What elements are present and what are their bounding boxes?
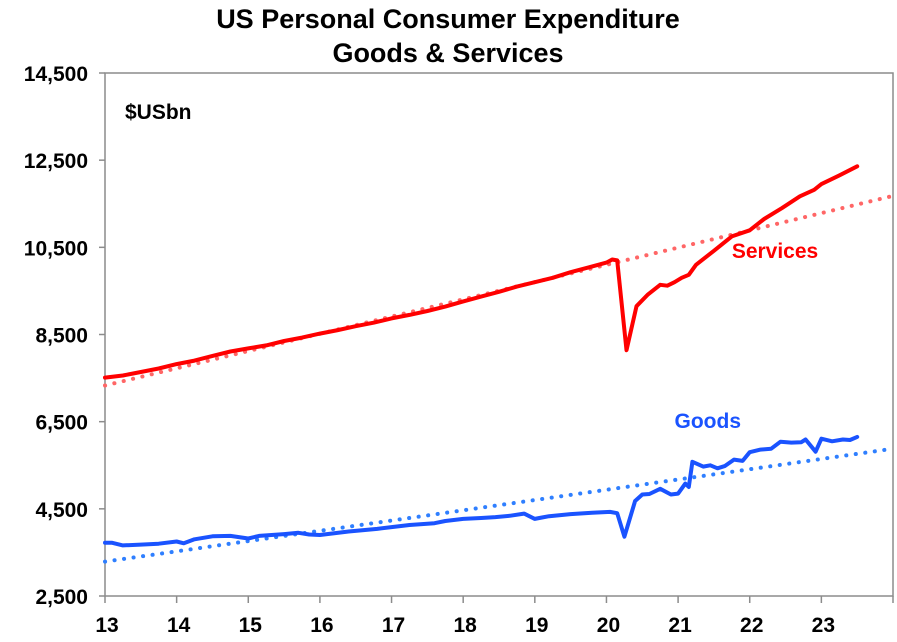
y-tick-label: 8,500 xyxy=(35,325,88,348)
chart-title-line-2: Goods & Services xyxy=(332,38,563,68)
y-tick-label: 6,500 xyxy=(35,412,88,435)
chart-title-line-1: US Personal Consumer Expenditure xyxy=(216,4,680,34)
unit-label: $USbn xyxy=(125,101,192,124)
y-tick-label: 12,500 xyxy=(24,150,88,173)
x-tick-label: 20 xyxy=(597,614,620,637)
y-tick-label: 2,500 xyxy=(35,586,88,609)
chart-title: US Personal Consumer Expenditure Goods &… xyxy=(216,4,680,68)
x-tick-label: 19 xyxy=(525,614,548,637)
axes: 2,500 4,500 6,500 8,500 10,500 12,500 14,500 13… xyxy=(24,63,894,637)
series-label-goods: Goods xyxy=(675,410,742,433)
series-line-goods xyxy=(103,434,860,548)
x-tick-label: 18 xyxy=(454,614,478,637)
x-tick-label: 16 xyxy=(310,614,333,637)
y-tick-label: 14,500 xyxy=(24,63,88,86)
x-tick-label: 14 xyxy=(167,614,191,637)
y-tick-label: 4,500 xyxy=(35,499,88,522)
series-label-services: Services xyxy=(732,240,818,263)
x-tick-label: 23 xyxy=(812,614,835,637)
x-tick-label: 15 xyxy=(239,614,263,637)
series-line-goods-trend xyxy=(103,446,895,564)
x-tick-label: 17 xyxy=(382,614,405,637)
x-tick-label: 22 xyxy=(740,614,763,637)
series-labels: Services Goods xyxy=(675,240,819,433)
series-layer xyxy=(103,164,895,564)
x-tick-label: 13 xyxy=(95,614,118,637)
y-tick-label: 10,500 xyxy=(24,237,88,260)
series-line-services xyxy=(103,164,860,380)
x-tick-label: 21 xyxy=(668,614,692,637)
